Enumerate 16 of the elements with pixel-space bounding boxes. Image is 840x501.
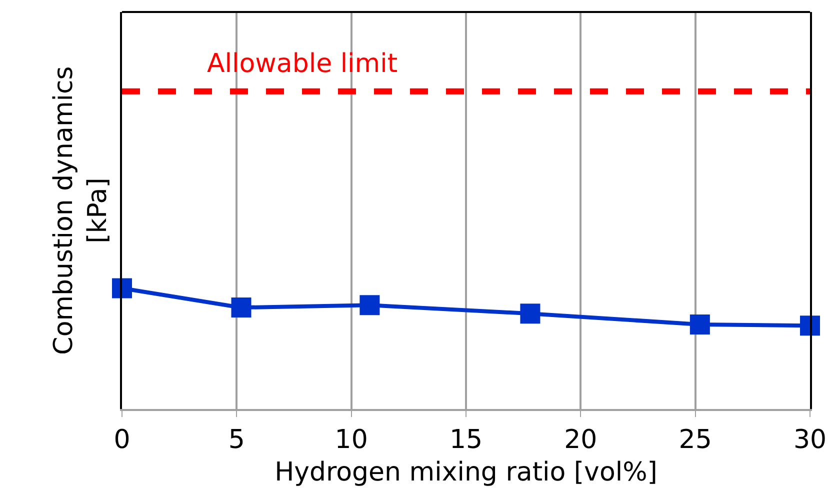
x-tick-label: 5	[228, 425, 245, 456]
point	[231, 298, 252, 318]
x-axis-title: Hydrogen mixing ratio [vol%]	[274, 457, 658, 488]
ref-line-label: Allowable limit	[207, 49, 398, 79]
x-tick-label: 25	[678, 425, 712, 456]
point	[112, 278, 132, 298]
point	[360, 295, 380, 316]
x-tick-label: 20	[564, 425, 598, 456]
point	[520, 304, 540, 324]
x-tick-label: 30	[793, 425, 827, 456]
x-tick-label: 0	[114, 425, 130, 456]
x-tick-label: 10	[334, 425, 368, 456]
y-axis-title: Combustion dynamics [kPa]	[49, 66, 113, 355]
point	[690, 314, 710, 334]
x-tick-label: 15	[449, 425, 483, 456]
point	[800, 316, 820, 336]
